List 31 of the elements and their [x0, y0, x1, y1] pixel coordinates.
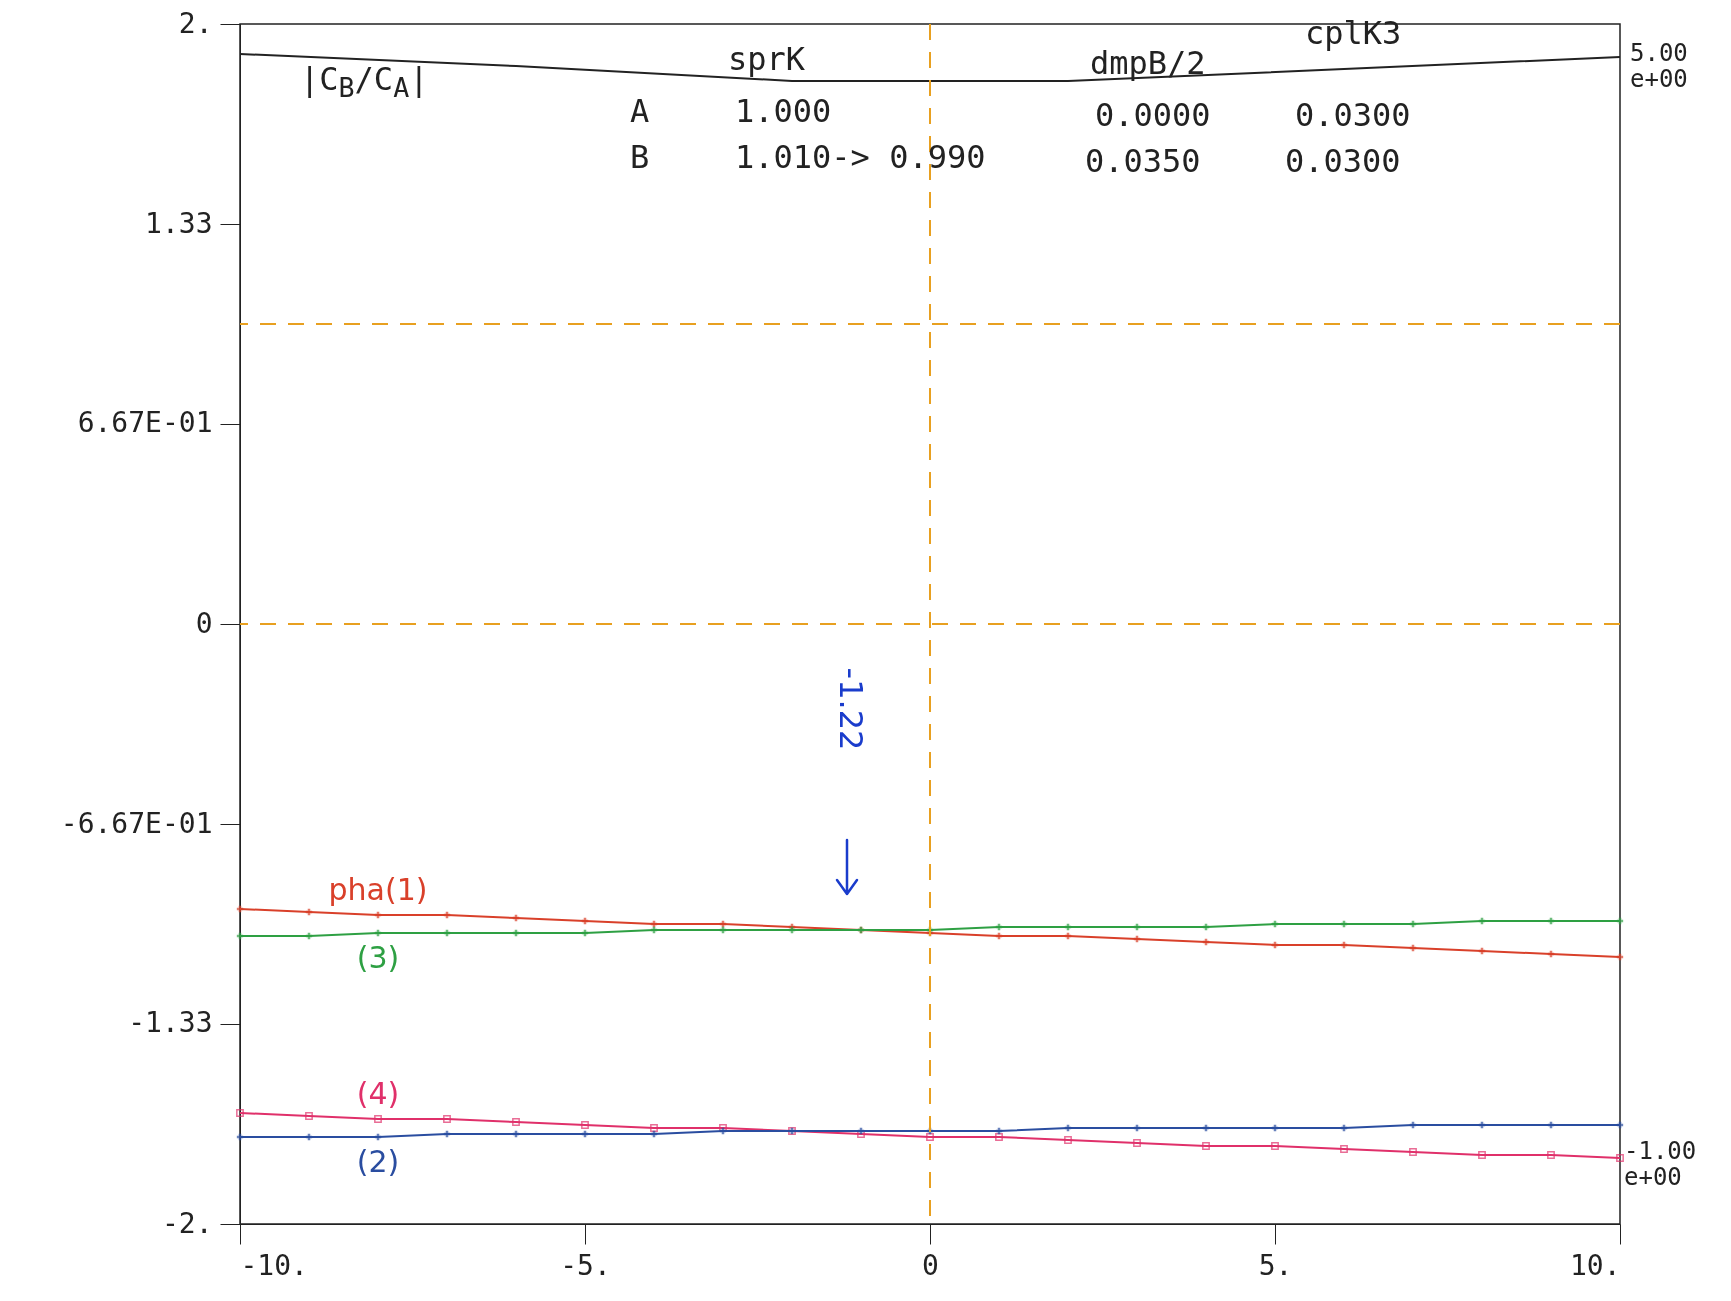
annotation: |C$_{B}$/C$_{A}$| [300, 60, 429, 104]
annotation: dmpB/2 [1090, 44, 1206, 82]
annotation: 1.000 [735, 92, 832, 130]
x-tick-label: 10. [1569, 1248, 1621, 1282]
text: -1.00 e+00 [1624, 1137, 1698, 1191]
annotation: 0.0300 [1295, 96, 1411, 134]
series-label: (2) [356, 1144, 400, 1179]
annotation: 1.010-> 0.990 [735, 138, 986, 176]
x-tick-label: 0 [922, 1248, 939, 1282]
y-tick-label: 6.67E-01 [77, 406, 213, 440]
text: 5.00 e+00 [1630, 39, 1689, 93]
annotation: 0.0000 [1095, 96, 1211, 134]
annotation: 0.0300 [1285, 142, 1401, 180]
x-tick-label: -5. [560, 1248, 611, 1282]
y-tick-label: 2. [178, 6, 213, 40]
annotation: sprK [728, 40, 806, 78]
series-label: (4) [356, 1076, 400, 1111]
x-tick-label: -10. [240, 1248, 308, 1282]
y-tick-label: 1.33 [145, 206, 213, 240]
annotation: cplK3 [1305, 14, 1402, 52]
series-label: pha(1) [328, 872, 428, 907]
annotation: B [630, 138, 650, 176]
y-tick-label: 0 [195, 606, 213, 640]
y-tick-label: -1.33 [128, 1006, 213, 1040]
y-tick-label: -2. [161, 1206, 213, 1240]
annotation: A [630, 92, 650, 130]
annotation: 0.0350 [1085, 142, 1201, 180]
series-label: (3) [356, 940, 400, 975]
y-tick-label: -6.67E-01 [60, 806, 213, 840]
annotation: -1.22 [832, 667, 871, 751]
x-tick-label: 5. [1258, 1248, 1293, 1282]
